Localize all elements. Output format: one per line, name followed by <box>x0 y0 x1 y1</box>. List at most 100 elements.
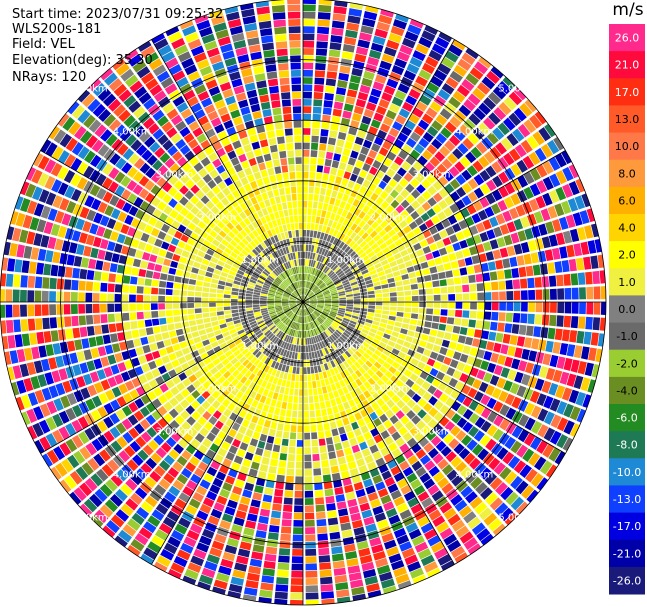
velocity-gate <box>475 243 485 254</box>
velocity-gate <box>408 113 420 125</box>
velocity-gate <box>367 287 375 292</box>
velocity-gate <box>292 292 298 298</box>
velocity-gate <box>304 410 310 418</box>
velocity-gate <box>245 302 253 305</box>
velocity-gate <box>420 334 429 342</box>
velocity-gate <box>402 37 416 49</box>
velocity-gate <box>291 230 296 238</box>
velocity-gate <box>346 220 354 229</box>
velocity-gate <box>255 351 262 358</box>
velocity-gate <box>412 302 419 307</box>
velocity-gate <box>205 234 215 243</box>
velocity-gate <box>306 308 310 315</box>
velocity-gate <box>485 384 496 396</box>
velocity-gate <box>151 287 159 295</box>
velocity-gate <box>6 320 14 334</box>
velocity-gate <box>220 171 230 180</box>
velocity-gate <box>145 327 154 336</box>
velocity-gate <box>173 443 184 455</box>
velocity-gate <box>357 153 367 162</box>
velocity-gate <box>308 282 312 289</box>
velocity-gate <box>304 440 311 447</box>
velocity-gate <box>94 325 102 335</box>
velocity-gate <box>303 99 312 106</box>
velocity-gate <box>235 205 243 214</box>
velocity-gate <box>311 128 320 136</box>
velocity-gate <box>479 169 491 182</box>
velocity-gate <box>280 273 286 280</box>
velocity-gate <box>213 345 222 353</box>
velocity-gate <box>373 317 381 322</box>
velocity-gate <box>203 357 212 365</box>
velocity-gate <box>307 337 310 345</box>
velocity-gate <box>303 389 308 396</box>
velocity-gate <box>176 102 189 113</box>
velocity-gate <box>543 395 554 409</box>
velocity-gate <box>384 224 393 233</box>
velocity-gate <box>297 266 300 274</box>
velocity-gate <box>530 473 544 488</box>
velocity-gate <box>266 255 273 263</box>
velocity-gate <box>257 244 264 252</box>
velocity-gate <box>363 415 372 424</box>
velocity-gate <box>537 424 549 438</box>
velocity-gate <box>448 438 460 450</box>
velocity-gate <box>362 272 371 278</box>
velocity-gate <box>419 167 430 178</box>
velocity-gate <box>194 291 202 297</box>
velocity-gate <box>308 293 315 298</box>
velocity-gate <box>164 424 175 436</box>
velocity-gate <box>332 108 342 117</box>
velocity-gate <box>511 324 520 334</box>
velocity-gate <box>168 568 182 579</box>
velocity-gate <box>322 107 332 115</box>
velocity-gate <box>418 137 430 149</box>
velocity-gate <box>342 110 352 119</box>
velocity-gate <box>305 338 308 345</box>
velocity-gate <box>311 373 316 381</box>
velocity-gate <box>343 315 351 320</box>
velocity-gate <box>307 200 313 208</box>
velocity-gate <box>382 116 394 127</box>
velocity-gate <box>371 143 381 153</box>
velocity-gate <box>27 425 38 440</box>
velocity-gate <box>441 83 455 95</box>
velocity-gate <box>314 402 320 410</box>
velocity-gate <box>205 128 216 139</box>
velocity-gate <box>473 107 486 121</box>
velocity-gate <box>414 143 425 154</box>
velocity-gate <box>394 183 404 193</box>
velocity-gate <box>213 579 228 590</box>
velocity-gate <box>262 568 275 577</box>
velocity-gate <box>556 417 569 432</box>
velocity-gate <box>227 354 236 362</box>
velocity-gate <box>454 211 464 222</box>
velocity-gate <box>217 404 227 414</box>
velocity-gate <box>303 295 305 302</box>
velocity-gate <box>303 302 310 303</box>
velocity-gate <box>323 241 329 249</box>
velocity-gate <box>467 178 479 190</box>
velocity-gate <box>202 380 212 390</box>
velocity-gate <box>450 191 461 202</box>
velocity-gate <box>108 167 120 180</box>
velocity-gate <box>295 315 299 323</box>
velocity-gate <box>550 414 562 429</box>
velocity-gate <box>363 431 373 441</box>
velocity-gate <box>395 194 405 204</box>
velocity-gate <box>226 383 235 392</box>
velocity-gate <box>376 266 384 273</box>
velocity-gate <box>295 274 299 281</box>
velocity-gate <box>289 313 295 320</box>
velocity-gate <box>266 413 273 421</box>
velocity-gate <box>388 127 400 138</box>
velocity-gate <box>279 332 285 340</box>
velocity-gate <box>274 362 280 370</box>
velocity-gate <box>586 286 594 300</box>
velocity-gate <box>188 314 196 321</box>
velocity-gate <box>353 299 361 302</box>
velocity-gate <box>339 379 346 388</box>
velocity-gate <box>332 375 339 383</box>
velocity-gate <box>330 311 337 315</box>
velocity-gate <box>353 361 361 369</box>
